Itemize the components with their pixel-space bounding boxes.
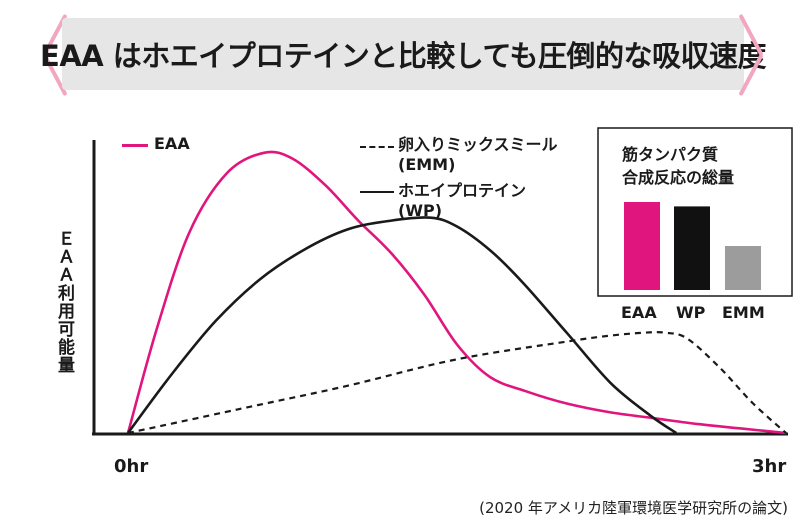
inset-category-emm: EMM (722, 303, 765, 322)
inset-bar-emm (725, 246, 761, 290)
legend-emm-abbrev: (EMM) (398, 155, 456, 174)
inset-category-wp: WP (676, 303, 706, 322)
inset-bars (624, 202, 761, 290)
legend-wp-swatch (360, 191, 394, 193)
legend-wp-abbrev: (WP) (398, 201, 442, 220)
banner-background (62, 18, 744, 90)
y-axis-label: ＥＡＡ利用可能量 (54, 230, 74, 374)
series-line-emm (127, 331, 787, 435)
inset-title-line-2: 合成反応の総量 (622, 168, 735, 187)
series-line-wp (126, 216, 678, 435)
inset-bar-wp (674, 206, 710, 290)
legend-wp-label: ホエイプロテイン (398, 181, 527, 200)
legend-emm-label: 卵入りミックスミール (398, 135, 558, 154)
source-citation: (2020 年アメリカ陸軍環境医学研究所の論文) (479, 499, 788, 517)
legend-eaa-label: EAA (154, 134, 190, 153)
legend-emm-swatch (360, 146, 394, 148)
x-tick-label-start: 0hr (114, 456, 149, 477)
x-tick-label-end: 3hr (752, 456, 787, 477)
title-banner: EAA はホエイプロテインと比較しても圧倒的な吸収速度 (40, 10, 767, 100)
inset-category-eaa: EAA (621, 303, 657, 322)
inset-bar-eaa (624, 202, 660, 290)
legend-eaa-swatch (122, 144, 148, 147)
page-title: EAA はホエイプロテインと比較しても圧倒的な吸収速度 (40, 39, 766, 73)
inset-title: 筋タンパク質 合成反応の総量 (622, 143, 734, 189)
inset-title-line-1: 筋タンパク質 (622, 145, 719, 164)
series-layer (126, 150, 787, 435)
